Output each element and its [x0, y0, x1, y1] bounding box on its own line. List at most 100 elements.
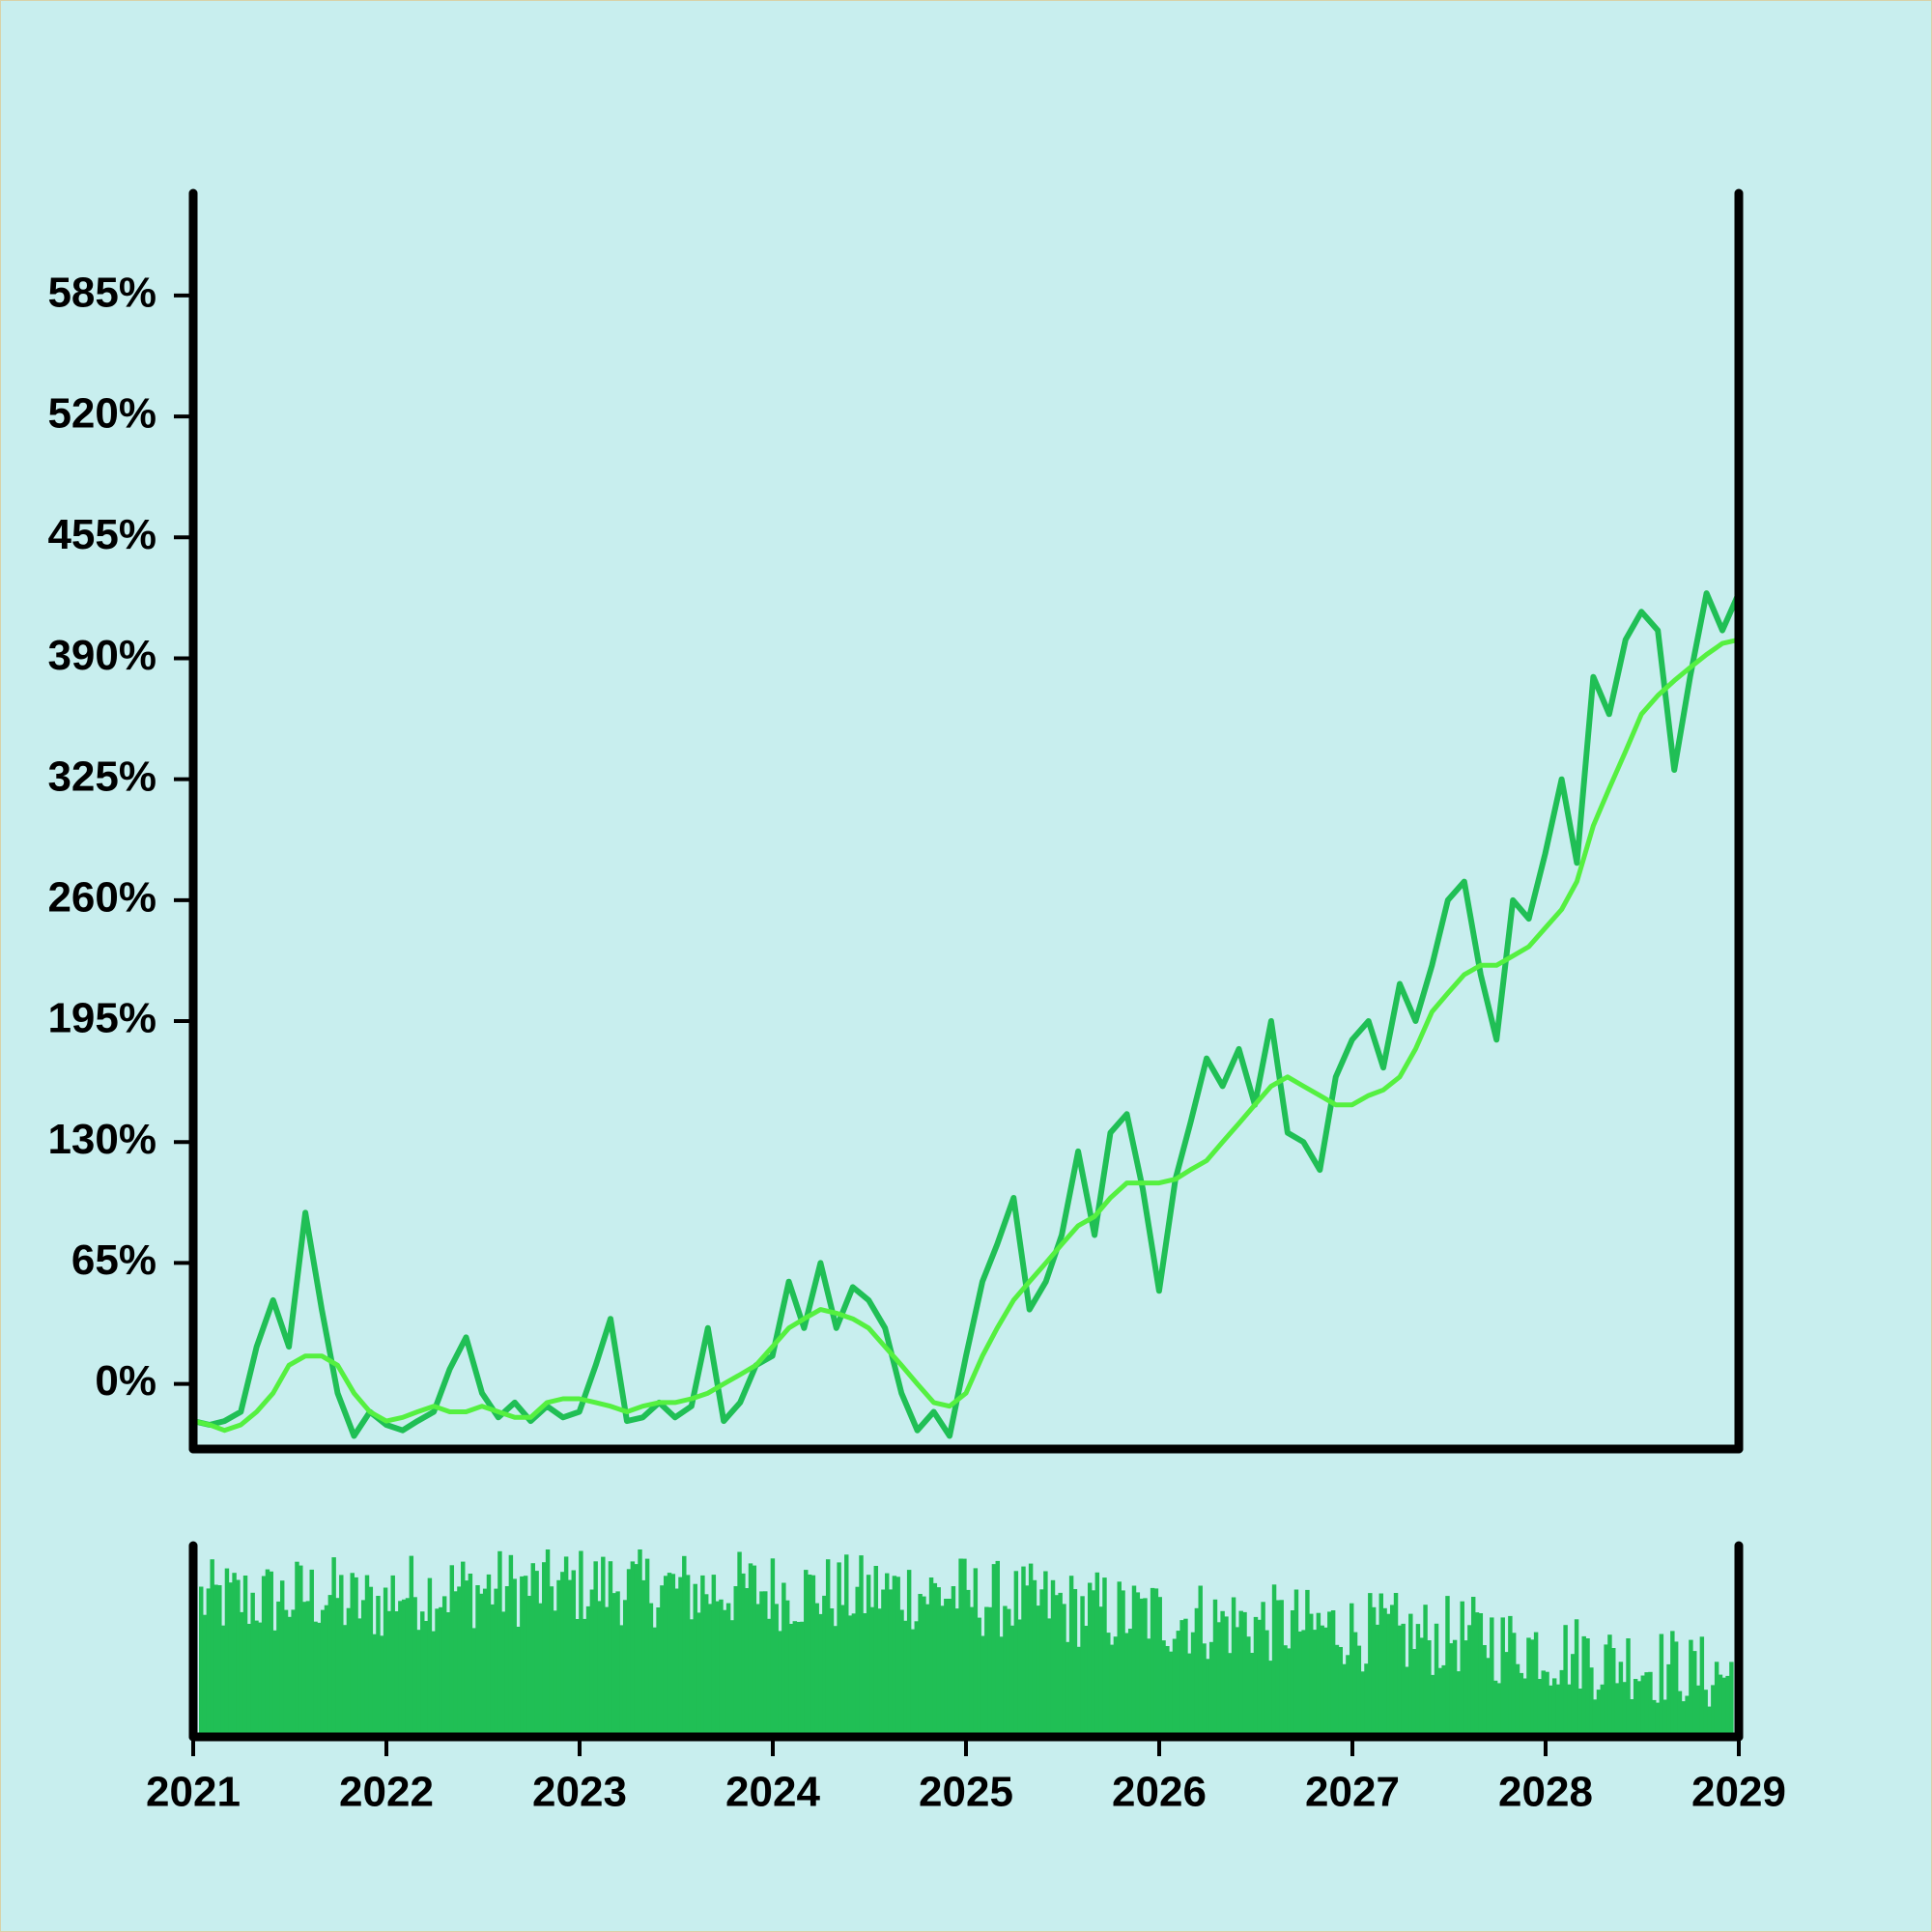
- volume-bar: [479, 1593, 484, 1737]
- volume-bar: [1378, 1593, 1383, 1737]
- volume-bar: [435, 1608, 440, 1737]
- volume-bar: [1636, 1681, 1642, 1737]
- volume-bar: [246, 1624, 252, 1737]
- volume-bar: [327, 1595, 333, 1737]
- volume-bar: [593, 1561, 598, 1737]
- volume-bar: [1382, 1607, 1387, 1737]
- x-tick-label: 2027: [1305, 1769, 1400, 1816]
- volume-bar: [1437, 1667, 1443, 1737]
- y-tick-label: 0%: [95, 1357, 156, 1405]
- volume-bar: [228, 1582, 233, 1737]
- volume-bar: [1312, 1630, 1318, 1737]
- volume-bar: [1050, 1579, 1056, 1737]
- volume-bars: [199, 1549, 1734, 1737]
- volume-bar: [254, 1620, 259, 1737]
- volume-bar: [925, 1604, 930, 1737]
- volume-bar: [863, 1613, 867, 1737]
- x-tick-label: 2026: [1112, 1769, 1207, 1816]
- volume-bar: [217, 1585, 222, 1737]
- volume-bar: [829, 1608, 835, 1737]
- volume-bar: [1330, 1610, 1336, 1737]
- volume-bar: [634, 1564, 639, 1737]
- volume-bar: [339, 1575, 344, 1737]
- volume-bar: [516, 1627, 521, 1737]
- volume-bar: [1427, 1640, 1432, 1737]
- volume-bar: [445, 1612, 451, 1737]
- volume-bar: [1268, 1661, 1273, 1737]
- volume-bar: [494, 1588, 498, 1737]
- volume-bar: [1127, 1629, 1133, 1737]
- volume-bar: [313, 1621, 318, 1737]
- volume-bar: [1714, 1662, 1719, 1737]
- volume-bar: [409, 1555, 414, 1737]
- volume-bar: [1470, 1597, 1476, 1737]
- volume-bar: [1449, 1643, 1454, 1737]
- volume-bar: [1009, 1625, 1015, 1737]
- volume-bar: [1194, 1607, 1200, 1737]
- volume-bar: [1415, 1624, 1421, 1737]
- volume-bar: [342, 1625, 348, 1737]
- volume-bar: [1316, 1612, 1321, 1737]
- volume-bar: [523, 1576, 528, 1737]
- volume-bar: [608, 1561, 613, 1737]
- volume-bar: [1563, 1625, 1568, 1737]
- volume-bar: [1338, 1647, 1343, 1737]
- volume-bar: [1463, 1640, 1468, 1737]
- volume-bar: [360, 1600, 366, 1737]
- volume-bar: [560, 1572, 565, 1737]
- y-tick-label: 390%: [47, 632, 156, 679]
- volume-bar: [1058, 1592, 1063, 1737]
- volume-bar: [822, 1595, 827, 1737]
- volume-bar: [1725, 1675, 1730, 1737]
- volume-bar: [725, 1603, 731, 1737]
- volume-bar: [368, 1586, 374, 1737]
- volume-bar: [1168, 1651, 1174, 1737]
- volume-bar: [1275, 1600, 1281, 1737]
- volume-bar: [1102, 1577, 1107, 1737]
- volume-bar: [1548, 1685, 1553, 1737]
- volume-bar: [804, 1570, 809, 1737]
- volume-bar: [1478, 1613, 1484, 1737]
- volume-bar: [1290, 1610, 1295, 1737]
- volume-bar: [258, 1622, 263, 1737]
- volume-bar: [770, 1558, 776, 1737]
- volume-bar: [693, 1583, 697, 1737]
- volume-bar: [464, 1580, 469, 1737]
- volume-bar: [944, 1599, 949, 1737]
- volume-bar: [1091, 1590, 1096, 1737]
- volume-bar: [1607, 1634, 1612, 1737]
- volume-bar: [441, 1596, 447, 1737]
- volume-bar: [696, 1612, 701, 1737]
- volume-bar: [1596, 1690, 1602, 1737]
- volume-bar: [398, 1601, 403, 1737]
- volume-bar: [324, 1605, 329, 1737]
- x-axis-ticks: 2021 2022 2023 2024 2025 2026 2027 2028 2029: [146, 1737, 1786, 1816]
- volume-bar: [1080, 1596, 1085, 1737]
- volume-bar: [1537, 1679, 1543, 1737]
- volume-bar: [1253, 1616, 1259, 1737]
- volume-bar: [818, 1613, 823, 1737]
- volume-bar: [1279, 1600, 1284, 1737]
- volume-bar: [1401, 1623, 1406, 1737]
- volume-bar: [1368, 1593, 1373, 1737]
- volume-bar: [1729, 1662, 1734, 1737]
- volume-bar: [556, 1579, 561, 1737]
- volume-bar: [1187, 1653, 1192, 1737]
- moving-average-line: [190, 637, 1742, 1434]
- volume-bar: [364, 1575, 370, 1737]
- volume-bar: [1711, 1685, 1716, 1737]
- volume-bar: [1327, 1611, 1332, 1737]
- volume-bar: [1626, 1638, 1631, 1737]
- volume-bar: [615, 1591, 620, 1737]
- volume-bar: [490, 1604, 496, 1737]
- volume-bar: [1346, 1655, 1350, 1737]
- volume-bar: [1028, 1563, 1034, 1737]
- volume-bar: [236, 1579, 241, 1737]
- volume-bar: [1301, 1630, 1306, 1737]
- volume-bar: [449, 1565, 455, 1737]
- volume-bar: [1519, 1672, 1524, 1737]
- volume-bar: [707, 1604, 713, 1737]
- volume-bar: [291, 1609, 296, 1737]
- volume-bar: [1224, 1616, 1229, 1737]
- volume-bar: [597, 1601, 602, 1737]
